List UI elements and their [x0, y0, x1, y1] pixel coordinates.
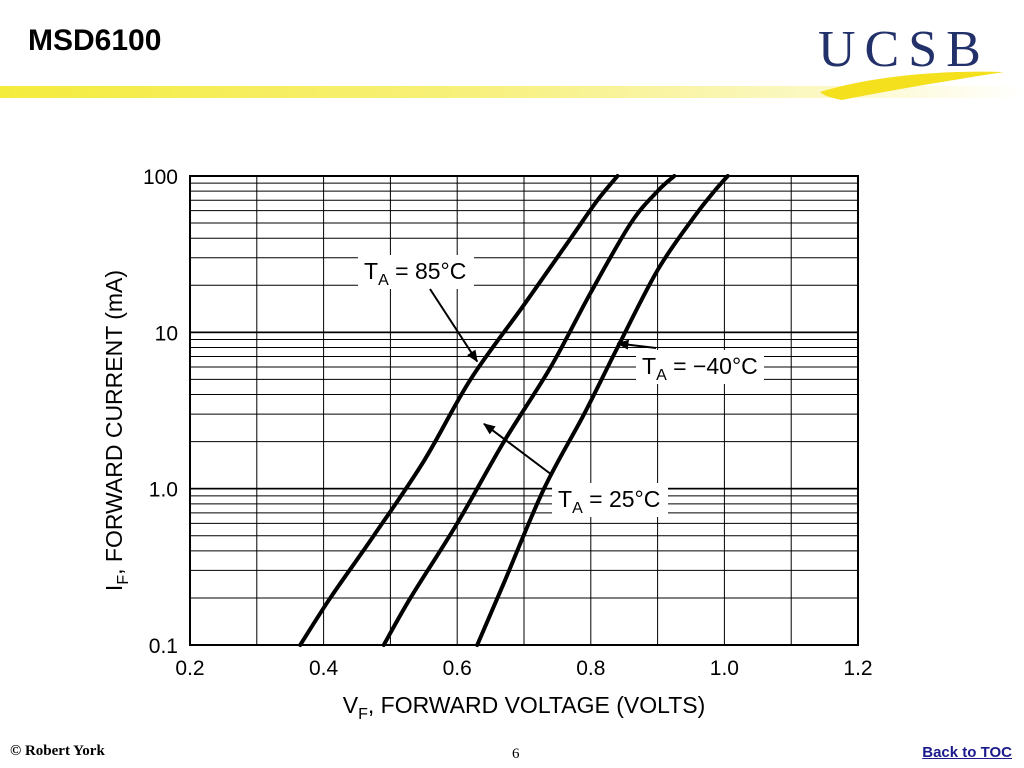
plot-frame: [189, 175, 859, 646]
title-underline-bar: [0, 86, 1024, 98]
y-tick-label: 1.0: [149, 479, 178, 502]
logo-text: UCSB: [818, 21, 990, 78]
back-to-toc-link[interactable]: Back to TOC: [922, 744, 1012, 761]
y-axis-label-sub: F: [115, 575, 132, 585]
x-tick-label: 1.0: [710, 657, 739, 680]
y-axis-label-main: I: [101, 585, 127, 591]
ucsb-logo: UCSB: [812, 14, 1012, 104]
series-line-0: [298, 174, 620, 647]
y-tick-label: 100: [143, 166, 178, 189]
logo-swoosh-icon: [820, 71, 1004, 100]
x-tick-label: 1.2: [843, 657, 872, 680]
x-axis-label-main: V: [343, 692, 359, 718]
y-axis-label: IF, FORWARD CURRENT (mA): [101, 270, 132, 591]
x-axis-label-sub: F: [358, 706, 368, 723]
series-label-main: T: [364, 258, 378, 284]
series-label-main: T: [558, 486, 572, 512]
chart-tick-labels: 0.2 0.4 0.6 0.8 1.0 1.2 0.1 1.0 10 100: [143, 166, 873, 680]
series-line-1: [381, 174, 677, 647]
x-tick-label: 0.4: [309, 657, 339, 680]
forward-current-chart: TA = 85°CTA = 25°CTA = −40°C 0.2 0.4 0.6 0.…: [101, 166, 873, 723]
series-arrow-0: [429, 288, 479, 363]
series-label-sub: A: [572, 500, 583, 517]
series-label-bg-2: [636, 350, 764, 384]
x-tick-label: 0.8: [576, 657, 605, 680]
series-label-1: TA = 25°C: [558, 486, 660, 517]
series-label-bg-0: [358, 255, 474, 289]
series-label-sub: A: [378, 272, 389, 289]
x-tick-label: 0.6: [443, 657, 472, 680]
chart-annotations: TA = 85°CTA = 25°CTA = −40°C: [358, 255, 764, 517]
y-tick-label: 10: [155, 322, 178, 345]
slide-title: MSD6100: [28, 24, 162, 57]
x-axis-label: VF, FORWARD VOLTAGE (VOLTS): [343, 692, 706, 723]
y-axis-label-rest: , FORWARD CURRENT (mA): [101, 270, 127, 575]
footer-page-number: 6: [512, 746, 520, 762]
y-tick-label: 0.1: [149, 635, 178, 658]
series-label-bg-1: [552, 483, 668, 517]
series-line-2: [475, 174, 730, 647]
series-label-rest: = −40°C: [667, 353, 758, 379]
x-axis-label-rest: , FORWARD VOLTAGE (VOLTS): [368, 692, 705, 718]
series-label-2: TA = −40°C: [642, 353, 758, 384]
series-label-sub: A: [656, 367, 667, 384]
series-label-rest: = 85°C: [389, 258, 467, 284]
series-label-0: TA = 85°C: [364, 258, 466, 289]
series-arrow-1: [483, 422, 553, 476]
footer-author: © Robert York: [10, 743, 105, 759]
series-arrow-2: [616, 339, 657, 350]
series-label-rest: = 25°C: [583, 486, 661, 512]
series-label-main: T: [642, 353, 656, 379]
chart-curves: [298, 174, 730, 647]
chart-grid: [189, 175, 859, 646]
x-tick-label: 0.2: [175, 657, 204, 680]
